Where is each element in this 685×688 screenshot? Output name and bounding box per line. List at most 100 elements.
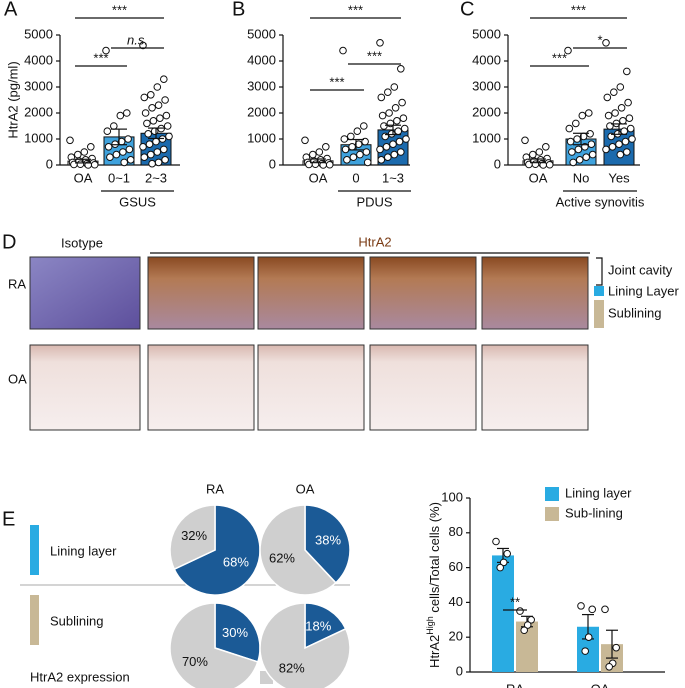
y-tick-label: 0: [269, 156, 276, 171]
error-bar: [348, 138, 364, 151]
data-point: [566, 137, 575, 146]
y-tick-label: 4000: [472, 52, 501, 67]
data-point: [520, 626, 529, 635]
y-tick-label: 1000: [472, 130, 501, 145]
data-point: [625, 114, 634, 122]
image: [257, 344, 365, 431]
data-point: [542, 143, 550, 151]
data-point: [309, 150, 317, 159]
data-point: [160, 145, 168, 154]
data-point: [387, 130, 396, 138]
swatch: [30, 595, 39, 645]
data-point: [616, 83, 625, 91]
slice-label: 18%: [305, 619, 331, 634]
significance-label: ***: [112, 2, 127, 17]
column-label: RA: [206, 481, 224, 496]
y-label-part: cells/Total cells (%): [427, 502, 442, 616]
y-label-part: High: [425, 616, 435, 635]
y-tick-label: 0: [46, 156, 53, 171]
data-point: [616, 150, 625, 159]
slice-label: 30%: [222, 625, 248, 640]
data-point: [360, 122, 368, 130]
y-axis-label: HtrA2High cells/Total cells (%): [425, 502, 442, 668]
legend-swatch: [545, 507, 559, 521]
x-tick-label: OA: [529, 170, 548, 185]
data-point: [545, 160, 554, 169]
data-point: [362, 148, 371, 156]
data-point: [140, 153, 149, 161]
data-point: [90, 160, 99, 169]
slice-label: 82%: [279, 660, 305, 675]
data-point: [123, 109, 131, 117]
bracket: [596, 257, 603, 286]
bar: [492, 555, 514, 672]
y-axis-label: HtrA2 (pg/ml): [5, 61, 20, 138]
data-point: [165, 132, 173, 141]
y-tick-label: 5000: [472, 26, 501, 41]
data-point: [319, 161, 328, 169]
data-point: [588, 150, 597, 159]
data-point: [160, 75, 168, 83]
error-bar: [75, 158, 91, 164]
pie-slice: [169, 504, 216, 571]
layer-label: Joint cavity: [608, 262, 673, 277]
data-point: [153, 148, 162, 156]
image: [481, 344, 589, 431]
data-point: [376, 145, 384, 154]
data-point: [139, 143, 147, 151]
significance-label: *: [597, 32, 602, 47]
data-point: [347, 132, 355, 141]
significance-label: **: [510, 594, 520, 609]
data-point: [156, 114, 164, 122]
data-point: [140, 93, 149, 102]
data-point: [149, 117, 158, 125]
data-point: [74, 150, 82, 159]
data-point: [322, 143, 330, 151]
error-bar: [385, 124, 401, 136]
data-point: [492, 537, 500, 546]
y-tick-label: 100: [441, 489, 463, 504]
data-point: [624, 98, 632, 107]
data-point: [623, 148, 631, 156]
data-point: [535, 148, 544, 156]
error-bar: [573, 132, 589, 146]
data-point: [356, 150, 364, 159]
error-bar: [530, 158, 546, 164]
significance-label: ***: [367, 48, 382, 63]
data-point: [161, 96, 169, 104]
x-tick-label: 0: [352, 170, 359, 185]
data-point: [608, 143, 617, 151]
data-point: [106, 153, 114, 161]
data-point: [527, 616, 536, 624]
y-tick-label: 2000: [472, 104, 501, 119]
error-bar: [111, 128, 127, 146]
swatch: [594, 286, 604, 296]
data-point: [397, 65, 405, 73]
data-point: [402, 135, 410, 143]
column-label: Isotype: [61, 235, 103, 250]
data-point: [110, 122, 118, 130]
data-point: [521, 136, 529, 145]
data-point: [617, 104, 626, 112]
data-point: [623, 67, 631, 76]
data-point: [143, 119, 151, 128]
x-tick-label: 1~3: [382, 170, 404, 185]
data-point: [628, 135, 636, 143]
data-point: [399, 114, 408, 122]
x-tick-label: OA: [74, 170, 93, 185]
data-point: [340, 135, 349, 143]
data-point: [398, 98, 406, 107]
pie-slice: [169, 602, 259, 688]
data-point: [116, 111, 125, 120]
error-bar: [148, 127, 164, 140]
data-point: [395, 137, 404, 146]
pie-slice: [259, 602, 351, 688]
legend-label: Lining layer: [565, 485, 632, 500]
pie-slice: [259, 504, 337, 596]
swatch: [594, 300, 604, 328]
legend-swatch: [545, 487, 559, 501]
group-label: GSUS: [119, 194, 156, 209]
column-label: HtrA2: [358, 234, 391, 249]
image: [257, 256, 365, 330]
group-label: Active synovitis: [556, 194, 645, 209]
